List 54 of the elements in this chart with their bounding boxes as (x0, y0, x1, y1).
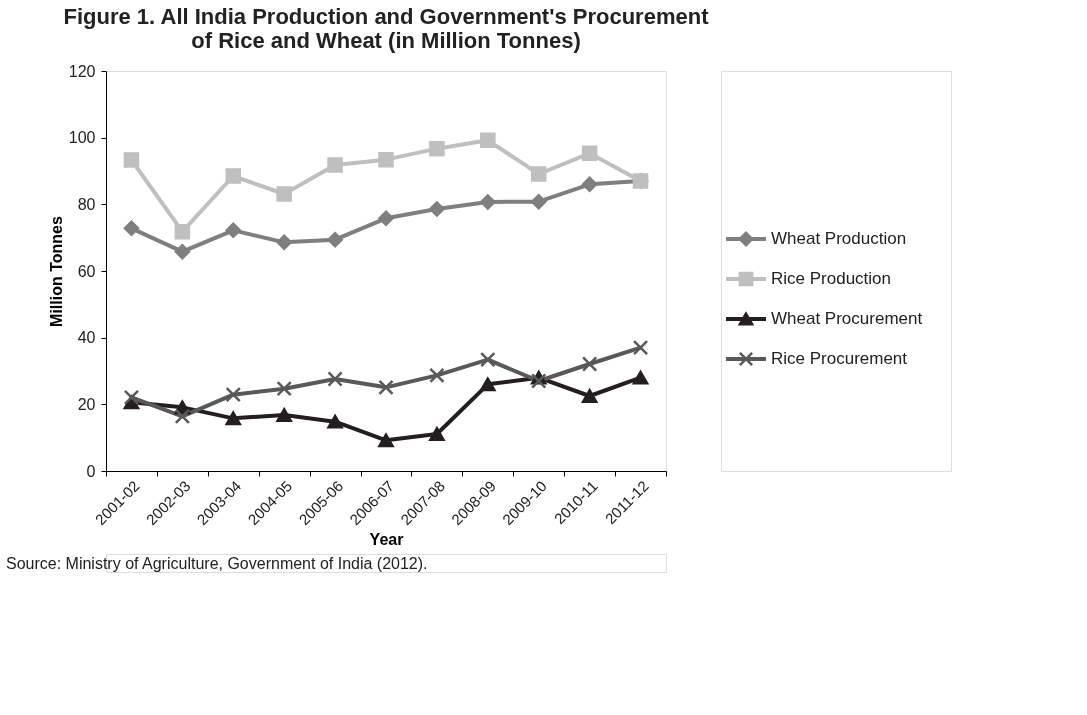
point (276, 380, 292, 397)
point (174, 408, 191, 425)
point (480, 132, 496, 149)
point (276, 186, 292, 202)
point (530, 373, 547, 389)
source-note: Source: Ministry of Agriculture, Government of India (2012). (6, 555, 428, 572)
point (327, 157, 343, 173)
point (530, 193, 547, 210)
y-axis-title: Million Tonnes (47, 216, 65, 327)
y-tick-label: 100 (68, 129, 96, 147)
y-tick-label: 80 (77, 195, 96, 213)
point (429, 367, 445, 384)
point (378, 210, 394, 227)
x-axis-title: Year (369, 531, 404, 549)
point (429, 140, 445, 157)
point (530, 166, 547, 182)
point (225, 168, 242, 184)
point (225, 411, 242, 426)
point (632, 370, 649, 385)
y-tick-label: 20 (77, 395, 96, 413)
point (581, 176, 598, 193)
point (581, 145, 598, 162)
y-tick-label: 120 (68, 62, 96, 80)
point (123, 152, 140, 168)
point (276, 408, 292, 422)
legend-label: Wheat Procurement (771, 309, 923, 328)
y-tick-label: 0 (86, 462, 96, 480)
point (480, 194, 496, 210)
point (480, 351, 496, 368)
point (174, 223, 191, 240)
y-tick-label: 60 (77, 262, 96, 280)
point (480, 377, 496, 392)
point (225, 222, 242, 239)
point (123, 220, 140, 237)
point (327, 414, 343, 429)
point (123, 389, 140, 406)
legend-label: Rice Procurement (771, 349, 908, 368)
point (429, 201, 445, 217)
point (174, 243, 191, 260)
point (327, 231, 343, 248)
point (632, 339, 649, 356)
point (225, 386, 242, 403)
y-tick-label: 40 (77, 329, 96, 347)
legend-label: Rice Production (771, 269, 892, 288)
legend-label: Wheat Production (771, 229, 907, 248)
point (327, 371, 343, 387)
chart-title: Figure 1. All India Production and Government's Procurement of Rice and Wheat (in Million Tonnes) (63, 4, 710, 53)
point (378, 433, 394, 448)
point (276, 234, 292, 251)
point (378, 151, 394, 168)
point (378, 379, 394, 396)
point (581, 356, 598, 372)
point (429, 427, 445, 441)
point (581, 389, 598, 403)
